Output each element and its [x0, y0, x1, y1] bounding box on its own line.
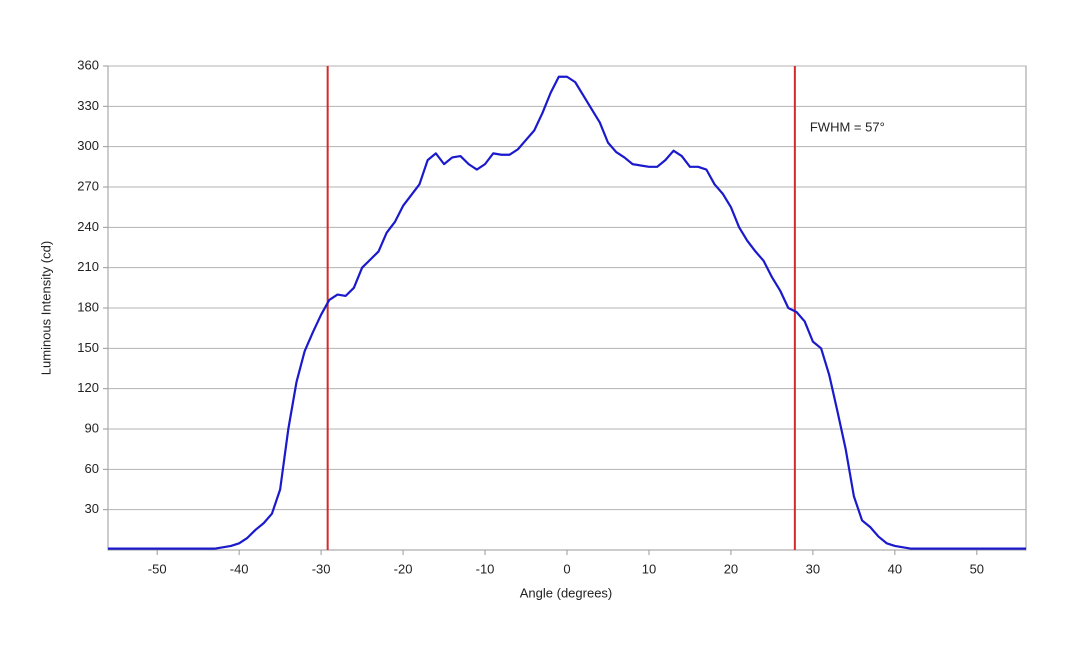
y-tick-label: 240	[77, 219, 99, 234]
x-tick-label: -20	[394, 561, 413, 576]
x-tick-label: 0	[563, 561, 570, 576]
y-tick-label: 90	[85, 420, 99, 435]
x-tick-label: -30	[312, 561, 331, 576]
x-tick-label: -40	[230, 561, 249, 576]
y-tick-label: 330	[77, 98, 99, 113]
y-tick-label: 150	[77, 340, 99, 355]
x-axis-title: Angle (degrees)	[520, 585, 613, 600]
y-tick-label: 180	[77, 299, 99, 314]
x-tick-label: 30	[806, 561, 820, 576]
x-tick-label: -50	[148, 561, 167, 576]
x-tick-label: -10	[476, 561, 495, 576]
x-tick-label: 50	[970, 561, 984, 576]
data-line	[108, 75, 1026, 550]
y-tick-label: 300	[77, 138, 99, 153]
y-tick-label: 120	[77, 380, 99, 395]
y-tick-label: 210	[77, 259, 99, 274]
x-tick-label: 10	[642, 561, 656, 576]
y-axis-title: Luminous Intensity (cd)	[38, 241, 53, 375]
y-tick-label: 360	[77, 57, 99, 72]
annotation: FWHM = 57°	[810, 119, 885, 134]
x-tick-label: 20	[724, 561, 738, 576]
x-tick-label: 40	[888, 561, 902, 576]
y-tick-label: 270	[77, 178, 99, 193]
y-tick-label: 60	[85, 461, 99, 476]
y-tick-label: 30	[85, 501, 99, 516]
